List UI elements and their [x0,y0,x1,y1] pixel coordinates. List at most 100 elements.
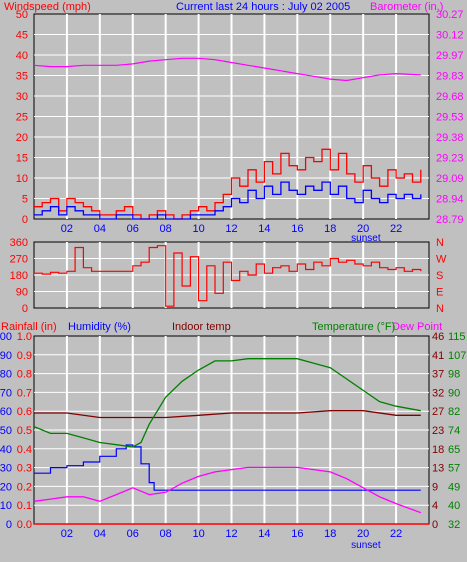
compass-tick-1: E [436,287,443,299]
compass-tick-2: S [436,270,443,282]
temp-f-tick-4: 65 [448,444,460,456]
chart-title: Current last 24 hours : July 02 2005 [176,1,350,13]
hour-label-9: 20 [357,223,369,235]
barometer-tick-10: 30.27 [436,9,464,21]
direction-tick-0: 0 [22,303,28,315]
windspeed-tick-1: 5 [22,194,28,206]
humidity-tick-1: 10 [0,500,12,512]
direction-degree-labels: 0 90 180 270 360 [10,237,28,315]
hour-label-4: 10 [192,223,204,235]
windspeed-tick-3: 15 [16,153,28,165]
temp-f-tick-3: 57 [448,463,460,475]
hour-label-5: 12 [225,223,237,235]
hour-label-3: 08 [160,528,172,540]
windspeed-tick-labels: 0 5 10 15 20 25 30 35 40 45 50 [16,9,28,226]
temp-f-tick-8: 98 [448,369,460,381]
rainfall-tick-labels: 0.0 0.1 0.2 0.3 0.4 0.5 0.6 0.7 0.8 0.9 1.0 [17,331,32,531]
hour-label-5: 12 [225,528,237,540]
humidity-tick-4: 40 [0,444,12,456]
windspeed-tick-7: 35 [16,71,28,83]
temp-humidity-panel: 0102030405060708090100 0.00.10.20.30.40.… [0,331,466,551]
rainfall-tick-4: 0.4 [17,444,32,456]
humidity-tick-labels: 0 10 20 30 40 50 60 70 80 90 100 [0,331,12,531]
barometer-tick-2: 29.09 [436,173,464,185]
humidity-tick-6: 60 [0,406,12,418]
sunset-label: sunset [351,233,381,244]
barometer-tick-8: 29.97 [436,50,464,62]
hour-label-1: 04 [94,223,106,235]
barometer-tick-6: 29.68 [436,91,464,103]
barometer-tick-9: 30.12 [436,30,464,42]
barometer-tick-5: 29.53 [436,112,464,124]
temp-c-tick-9: 41 [432,350,444,362]
hour-label-0: 02 [61,528,73,540]
compass-tick-4: N [436,237,444,249]
humidity-tick-0: 0 [6,519,12,531]
temp-c-tick-10: 46 [432,331,444,343]
dewpoint-label: Dew Point [392,321,442,333]
humidity-tick-8: 80 [0,369,12,381]
temp-f-tick-1: 40 [448,500,460,512]
temp-f-tick-2: 49 [448,481,460,493]
barometer-tick-1: 28.94 [436,194,464,206]
direction-tick-4: 360 [10,237,28,249]
windspeed-axis-label: Windspeed (mph) [4,1,91,13]
temp-c-tick-1: 4 [432,500,438,512]
humidity-tick-2: 20 [0,481,12,493]
rainfall-tick-9: 0.9 [17,350,32,362]
rainfall-tick-7: 0.7 [17,387,32,399]
indoor-temp-label: Indoor temp [172,321,231,333]
windspeed-tick-0: 0 [22,214,28,226]
barometer-tick-labels: 28.79 28.94 29.09 29.23 29.38 29.53 29.68 29.83… [436,9,464,226]
barometer-tick-7: 29.83 [436,71,464,83]
temp-c-tick-7: 32 [432,387,444,399]
rainfall-tick-5: 0.5 [17,425,32,437]
humidity-tick-7: 70 [0,387,12,399]
temp-f-tick-9: 107 [448,350,466,362]
hour-label-4: 10 [192,528,204,540]
humidity-line [34,444,421,491]
hour-label-3: 08 [160,223,172,235]
hour-label-1: 04 [94,528,106,540]
barometer-axis-label: Barometer (in.) [370,1,443,13]
hour-label-6: 14 [258,528,270,540]
hour-label-7: 16 [291,223,303,235]
wind-barometer-panel: 0 5 10 15 20 25 30 35 40 45 50 28.79 28.94 29.09 29.2… [16,9,464,244]
windspeed-tick-8: 40 [16,50,28,62]
humidity-tick-5: 50 [0,425,12,437]
wind-average-line [34,181,422,220]
hour-label-0: 02 [61,223,73,235]
compass-tick-3: W [436,254,447,266]
windspeed-tick-10: 50 [16,9,28,21]
rainfall-tick-6: 0.6 [17,406,32,418]
humidity-axis-label: Humidity (%) [68,321,131,333]
temperature-line [33,358,421,448]
temp-f-tick-7: 90 [448,387,460,399]
temp-c-tick-8: 37 [432,369,444,381]
rainfall-tick-2: 0.2 [17,481,32,493]
temp-c-tick-6: 27 [432,406,444,418]
barometer-tick-4: 29.38 [436,132,464,144]
direction-tick-3: 270 [10,254,28,266]
compass-tick-0: N [436,303,444,315]
hour-label-2: 06 [127,223,139,235]
temperature-axis-label: Temperature (°F) [312,321,395,333]
temp-c-tick-2: 9 [432,481,438,493]
rainfall-tick-10: 1.0 [17,331,32,343]
rainfall-tick-0: 0.0 [17,519,32,531]
direction-tick-2: 180 [10,270,28,282]
temp-c-tick-0: 0 [432,519,438,531]
windspeed-tick-9: 45 [16,30,28,42]
wind-direction-line [34,245,422,307]
rainfall-tick-8: 0.8 [17,369,32,381]
temp-f-tick-0: 32 [448,519,460,531]
rainfall-tick-1: 0.1 [17,500,32,512]
barometer-tick-0: 28.79 [436,214,464,226]
hour-label-6: 14 [258,223,270,235]
sunset-label-lower: sunset [351,540,381,551]
rainfall-axis-label: Rainfall (in) [1,321,57,333]
humidity-tick-10: 100 [0,331,12,343]
hour-label-2: 06 [127,528,139,540]
hour-label-9: 20 [357,528,369,540]
